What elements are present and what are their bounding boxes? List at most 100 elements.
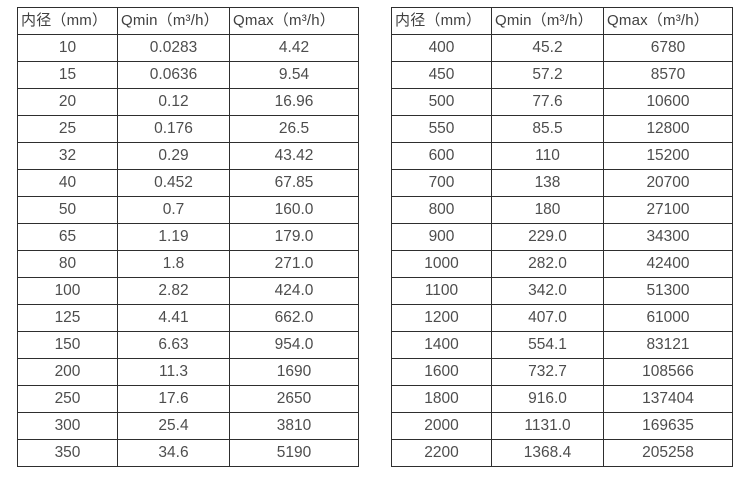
table-cell-diameter: 1600 [391, 358, 492, 386]
table-cell-qmin: 6.63 [117, 331, 230, 359]
flow-range-table-large-diameters: 内径（mm） Qmin（m³/h） Qmax（m³/h） 400 45.2 6780 45… [391, 7, 733, 467]
table-cell-qmin: 2.82 [117, 277, 230, 305]
table-cell-qmin: 0.12 [117, 88, 230, 116]
table-cell-diameter: 80 [17, 250, 118, 278]
table-row: 1400 554.1 83121 [391, 331, 733, 359]
table-cell-diameter: 1200 [391, 304, 492, 332]
table-cell-diameter: 1000 [391, 250, 492, 278]
table-row: 400 45.2 6780 [391, 34, 733, 62]
table-cell-qmin: 916.0 [491, 385, 604, 413]
table-row: 350 34.6 5190 [17, 439, 359, 467]
table-cell-qmin: 57.2 [491, 61, 604, 89]
column-header-qmax: Qmax（m³/h） [229, 7, 359, 35]
table-cell-qmin: 110 [491, 142, 604, 170]
table-cell-diameter: 10 [17, 34, 118, 62]
table-cell-diameter: 150 [17, 331, 118, 359]
table-cell-qmax: 954.0 [229, 331, 359, 359]
table-cell-diameter: 32 [17, 142, 118, 170]
table-cell-diameter: 1400 [391, 331, 492, 359]
table-cell-qmin: 1.19 [117, 223, 230, 251]
table-row: 1200 407.0 61000 [391, 304, 733, 332]
table-cell-qmax: 43.42 [229, 142, 359, 170]
table-cell-qmin: 1131.0 [491, 412, 604, 440]
table-cell-diameter: 350 [17, 439, 118, 467]
table-row: 65 1.19 179.0 [17, 223, 359, 251]
table-row: 300 25.4 3810 [17, 412, 359, 440]
table-cell-qmin: 34.6 [117, 439, 230, 467]
table-cell-diameter: 50 [17, 196, 118, 224]
table-row: 250 17.6 2650 [17, 385, 359, 413]
table-cell-qmin: 4.41 [117, 304, 230, 332]
column-header-diameter: 内径（mm） [391, 7, 492, 35]
table-cell-diameter: 20 [17, 88, 118, 116]
table-row: 450 57.2 8570 [391, 61, 733, 89]
table-cell-qmax: 16.96 [229, 88, 359, 116]
table-cell-qmax: 67.85 [229, 169, 359, 197]
table-cell-qmin: 17.6 [117, 385, 230, 413]
table-cell-qmax: 61000 [603, 304, 733, 332]
table-cell-qmin: 0.29 [117, 142, 230, 170]
table-cell-diameter: 2000 [391, 412, 492, 440]
table-row: 150 6.63 954.0 [17, 331, 359, 359]
table-cell-qmax: 5190 [229, 439, 359, 467]
table-cell-diameter: 125 [17, 304, 118, 332]
table-cell-diameter: 550 [391, 115, 492, 143]
flow-range-table-small-diameters: 内径（mm） Qmin（m³/h） Qmax（m³/h） 10 0.0283 4.42 1… [17, 7, 359, 467]
header-row: 内径（mm） Qmin（m³/h） Qmax（m³/h） [391, 7, 733, 35]
column-header-diameter: 内径（mm） [17, 7, 118, 35]
table-cell-diameter: 2200 [391, 439, 492, 467]
table-row: 1000 282.0 42400 [391, 250, 733, 278]
table-cell-qmax: 34300 [603, 223, 733, 251]
header-row: 内径（mm） Qmin（m³/h） Qmax（m³/h） [17, 7, 359, 35]
table-cell-qmax: 51300 [603, 277, 733, 305]
table-cell-qmin: 25.4 [117, 412, 230, 440]
column-header-qmin: Qmin（m³/h） [491, 7, 604, 35]
table-cell-diameter: 800 [391, 196, 492, 224]
table-cell-qmin: 45.2 [491, 34, 604, 62]
table-cell-qmax: 662.0 [229, 304, 359, 332]
table-row: 500 77.6 10600 [391, 88, 733, 116]
table-cell-qmax: 26.5 [229, 115, 359, 143]
column-header-qmin: Qmin（m³/h） [117, 7, 230, 35]
table-cell-qmin: 85.5 [491, 115, 604, 143]
table-cell-diameter: 200 [17, 358, 118, 386]
table-row: 2000 1131.0 169635 [391, 412, 733, 440]
table-row: 50 0.7 160.0 [17, 196, 359, 224]
table-row: 550 85.5 12800 [391, 115, 733, 143]
table-row: 2200 1368.4 205258 [391, 439, 733, 467]
table-row: 10 0.0283 4.42 [17, 34, 359, 62]
table-cell-qmin: 1368.4 [491, 439, 604, 467]
table-cell-qmax: 179.0 [229, 223, 359, 251]
table-cell-qmin: 0.452 [117, 169, 230, 197]
table-cell-qmax: 27100 [603, 196, 733, 224]
table-cell-qmin: 1.8 [117, 250, 230, 278]
table-cell-qmax: 424.0 [229, 277, 359, 305]
table-cell-qmax: 9.54 [229, 61, 359, 89]
table-cell-qmax: 4.42 [229, 34, 359, 62]
table-cell-qmin: 138 [491, 169, 604, 197]
table-row: 900 229.0 34300 [391, 223, 733, 251]
table-row: 20 0.12 16.96 [17, 88, 359, 116]
table-row: 80 1.8 271.0 [17, 250, 359, 278]
table-cell-diameter: 40 [17, 169, 118, 197]
table-row: 600 110 15200 [391, 142, 733, 170]
table-cell-qmax: 1690 [229, 358, 359, 386]
table-cell-diameter: 15 [17, 61, 118, 89]
table-cell-qmax: 6780 [603, 34, 733, 62]
table-row: 25 0.176 26.5 [17, 115, 359, 143]
table-cell-qmin: 407.0 [491, 304, 604, 332]
table-row: 15 0.0636 9.54 [17, 61, 359, 89]
table-cell-qmax: 12800 [603, 115, 733, 143]
table-cell-diameter: 300 [17, 412, 118, 440]
table-cell-qmax: 169635 [603, 412, 733, 440]
table-cell-diameter: 600 [391, 142, 492, 170]
table-cell-qmin: 342.0 [491, 277, 604, 305]
table-row: 200 11.3 1690 [17, 358, 359, 386]
table-cell-qmin: 229.0 [491, 223, 604, 251]
table-row: 100 2.82 424.0 [17, 277, 359, 305]
table-cell-diameter: 400 [391, 34, 492, 62]
table-cell-qmax: 2650 [229, 385, 359, 413]
table-cell-qmin: 732.7 [491, 358, 604, 386]
table-cell-diameter: 25 [17, 115, 118, 143]
